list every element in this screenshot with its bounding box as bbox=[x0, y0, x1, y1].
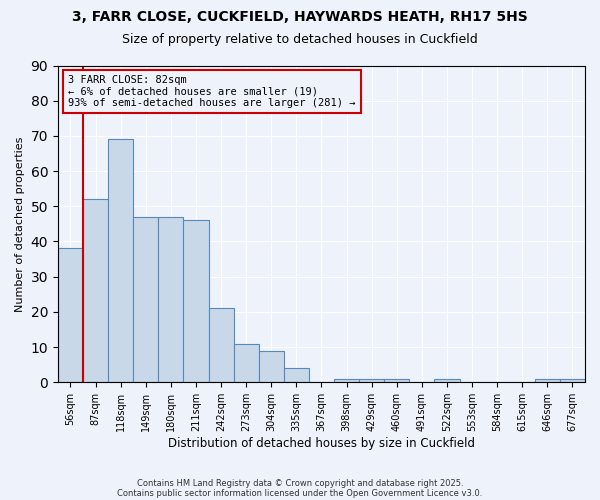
Text: 3 FARR CLOSE: 82sqm
← 6% of detached houses are smaller (19)
93% of semi-detache: 3 FARR CLOSE: 82sqm ← 6% of detached hou… bbox=[68, 75, 356, 108]
Bar bbox=[83, 199, 108, 382]
Bar bbox=[108, 140, 133, 382]
Bar bbox=[133, 217, 158, 382]
Text: Contains public sector information licensed under the Open Government Licence v3: Contains public sector information licen… bbox=[118, 488, 482, 498]
Bar bbox=[384, 378, 409, 382]
Bar bbox=[259, 350, 284, 382]
Bar bbox=[334, 378, 359, 382]
Text: 3, FARR CLOSE, CUCKFIELD, HAYWARDS HEATH, RH17 5HS: 3, FARR CLOSE, CUCKFIELD, HAYWARDS HEATH… bbox=[72, 10, 528, 24]
Text: Size of property relative to detached houses in Cuckfield: Size of property relative to detached ho… bbox=[122, 32, 478, 46]
Bar bbox=[560, 378, 585, 382]
Bar bbox=[434, 378, 460, 382]
Bar bbox=[284, 368, 309, 382]
Bar bbox=[184, 220, 209, 382]
X-axis label: Distribution of detached houses by size in Cuckfield: Distribution of detached houses by size … bbox=[168, 437, 475, 450]
Y-axis label: Number of detached properties: Number of detached properties bbox=[15, 136, 25, 312]
Bar bbox=[209, 308, 233, 382]
Bar bbox=[359, 378, 384, 382]
Bar bbox=[535, 378, 560, 382]
Bar bbox=[58, 248, 83, 382]
Text: Contains HM Land Registry data © Crown copyright and database right 2025.: Contains HM Land Registry data © Crown c… bbox=[137, 478, 463, 488]
Bar bbox=[233, 344, 259, 382]
Bar bbox=[158, 217, 184, 382]
